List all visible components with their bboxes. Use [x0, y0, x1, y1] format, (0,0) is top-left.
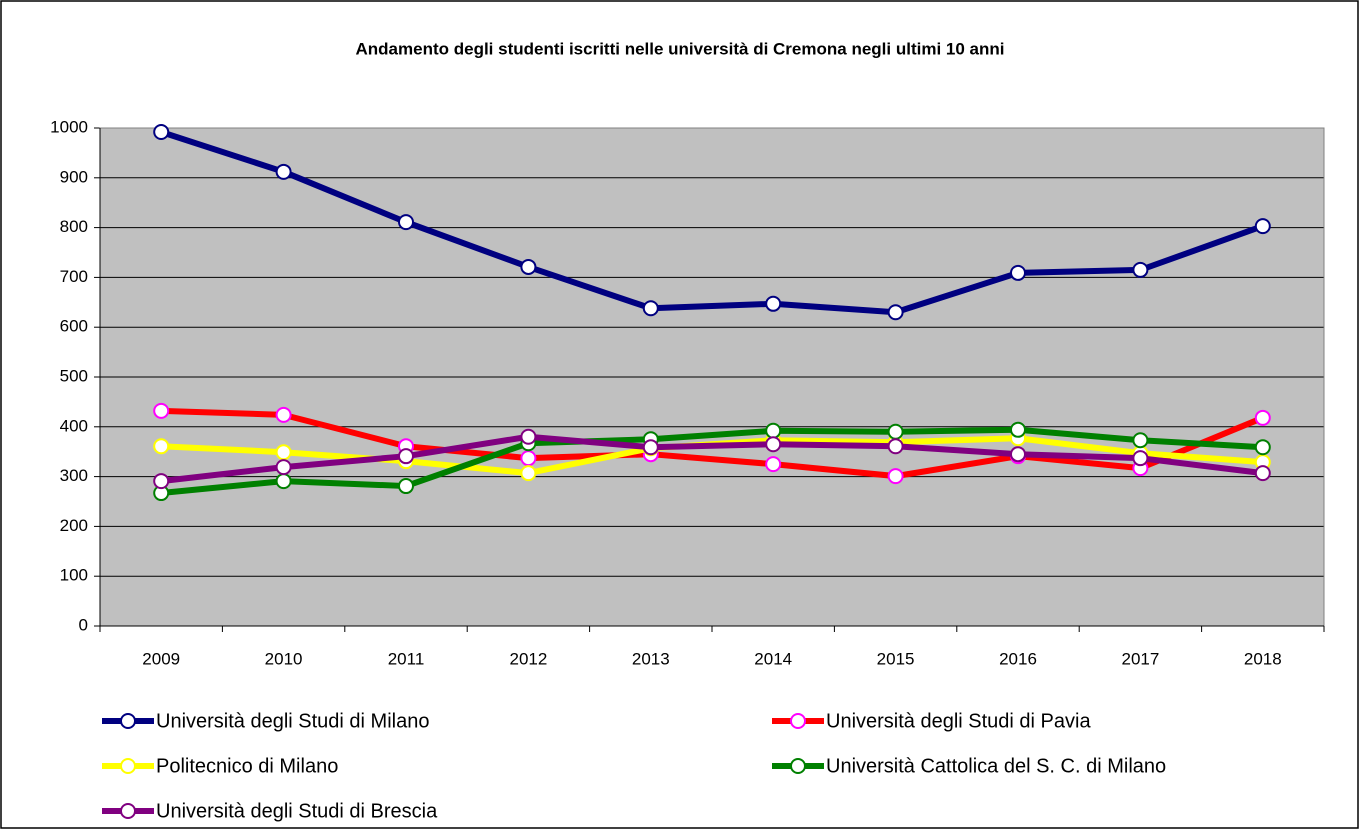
data-point — [520, 450, 537, 467]
y-tick-label: 800 — [60, 217, 88, 236]
series-line — [160, 426, 1263, 497]
data-point — [642, 439, 659, 456]
data-point — [1010, 264, 1026, 281]
data-point — [153, 123, 170, 140]
data-point — [1254, 439, 1271, 456]
data-point — [1132, 432, 1149, 449]
data-point — [887, 468, 904, 485]
legend-marker — [120, 713, 136, 729]
y-tick-label: 0 — [79, 615, 88, 634]
data-point — [887, 304, 904, 321]
data-point — [275, 406, 292, 423]
chart-title: Andamento degli studenti iscritti nelle … — [356, 39, 1005, 58]
data-point — [1254, 218, 1271, 235]
data-point — [398, 448, 414, 465]
y-tick-label: 300 — [60, 466, 88, 485]
data-point — [1010, 421, 1026, 438]
y-tick-label: 700 — [60, 267, 88, 286]
x-tick-label: 2013 — [632, 649, 670, 668]
data-point — [520, 428, 537, 445]
x-tick-label: 2016 — [999, 649, 1037, 668]
legend-label: Università Cattolica del S. C. di Milano — [826, 755, 1166, 777]
data-point — [153, 438, 170, 455]
data-point — [1254, 465, 1271, 482]
x-tick-label: 2012 — [509, 649, 547, 668]
data-point — [275, 444, 292, 461]
x-tick-label: 2014 — [754, 649, 792, 668]
x-tick-label: 2011 — [388, 649, 425, 668]
data-point — [887, 438, 904, 455]
data-point — [765, 436, 782, 453]
data-point — [642, 300, 659, 317]
data-point — [398, 214, 414, 231]
legend-label: Politecnico di Milano — [156, 755, 338, 777]
y-tick-label: 200 — [60, 516, 88, 535]
legend-label: Università degli Studi di Pavia — [826, 710, 1091, 732]
y-tick-label: 100 — [60, 566, 88, 585]
data-point — [1132, 450, 1149, 467]
data-point — [275, 473, 292, 490]
legend: Università degli Studi di Milano Universi… — [102, 710, 1166, 822]
x-tick-label: 2018 — [1244, 649, 1282, 668]
data-point — [1132, 261, 1149, 278]
legend-marker — [120, 758, 136, 774]
data-point — [520, 465, 537, 482]
data-point — [275, 163, 292, 180]
legend-label: Università degli Studi di Brescia — [156, 800, 438, 822]
data-point — [520, 258, 537, 275]
data-point — [275, 459, 292, 476]
data-point — [398, 478, 414, 495]
legend-marker — [790, 758, 806, 774]
data-point — [153, 402, 170, 419]
y-tick-label: 900 — [60, 167, 88, 186]
legend-label: Università degli Studi di Milano — [156, 710, 429, 732]
series-line — [160, 433, 1264, 485]
data-point — [765, 422, 782, 439]
series-line — [161, 407, 1264, 480]
x-tick-label: 2017 — [1121, 649, 1159, 668]
y-tick-label: 400 — [60, 416, 88, 435]
x-tick-label: 2009 — [142, 649, 180, 668]
x-tick-label: 2015 — [877, 649, 915, 668]
x-tick-label: 2010 — [265, 649, 303, 668]
y-tick-label: 500 — [60, 366, 88, 385]
legend-marker — [790, 713, 806, 729]
y-tick-label: 1000 — [50, 117, 88, 136]
data-point — [765, 295, 782, 312]
data-point — [765, 456, 782, 473]
series-line — [160, 129, 1264, 316]
data-point — [887, 423, 904, 440]
legend-marker — [120, 803, 136, 819]
data-point — [153, 473, 170, 490]
y-tick-label: 600 — [60, 317, 88, 336]
data-point — [1010, 446, 1026, 463]
data-point — [1254, 409, 1271, 426]
